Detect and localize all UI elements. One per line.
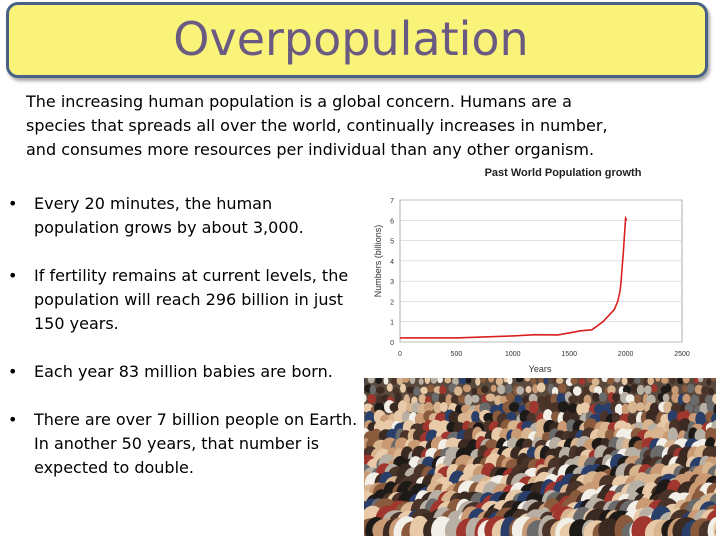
chart-ylabel: Numbers (billions) [373,225,383,298]
chart-xtick-label: 500 [451,351,463,358]
bullet-dot: • [8,194,18,213]
chart-series-line [400,215,628,339]
chart-ytick-label: 5 [390,239,394,246]
chart-ytick-label: 3 [390,279,394,286]
bullet-text: If fertility remains at current levels, … [34,266,349,333]
crowd-photo [364,378,716,536]
bullet-item: • Every 20 minutes, the human population … [8,192,360,240]
bullet-item: • Each year 83 million babies are born. [8,360,360,384]
intro-paragraph: The increasing human population is a glo… [26,92,608,159]
chart-title: Past World Population growth [485,167,642,179]
bullet-item: • There are over 7 billion people on Eart… [8,408,360,480]
chart-xlabel: Years [529,364,552,374]
chart-ytick-label: 4 [390,259,394,266]
chart-ytick-label: 1 [390,320,394,327]
bullet-item: • If fertility remains at current levels,… [8,264,360,336]
bullet-dot: • [8,362,18,381]
chart-xtick-label: 0 [398,351,402,358]
bullet-text: Every 20 minutes, the human population g… [34,194,304,237]
chart-plot-area [399,199,683,343]
chart-ytick-label: 7 [390,198,394,205]
slide-title: Overpopulation [173,12,529,66]
bullet-dot: • [8,410,18,429]
chart-xtick-label: 1500 [561,351,577,358]
chart-ytick-label: 6 [390,218,394,225]
title-banner: Overpopulation [6,2,708,78]
population-chart: Past World Population growth Numbers (bi… [373,167,690,374]
bullet-text: Each year 83 million babies are born. [34,362,333,381]
chart-xtick-label: 2000 [618,351,634,358]
chart-xtick-label: 2500 [674,351,690,358]
bullet-text: There are over 7 billion people on Earth… [34,410,358,477]
chart-xtick-label: 1000 [505,351,521,358]
bullet-list: • Every 20 minutes, the human population … [8,192,360,504]
chart-ytick-label: 2 [390,299,394,306]
bullet-dot: • [8,266,18,285]
chart-ytick-label: 0 [390,340,394,347]
